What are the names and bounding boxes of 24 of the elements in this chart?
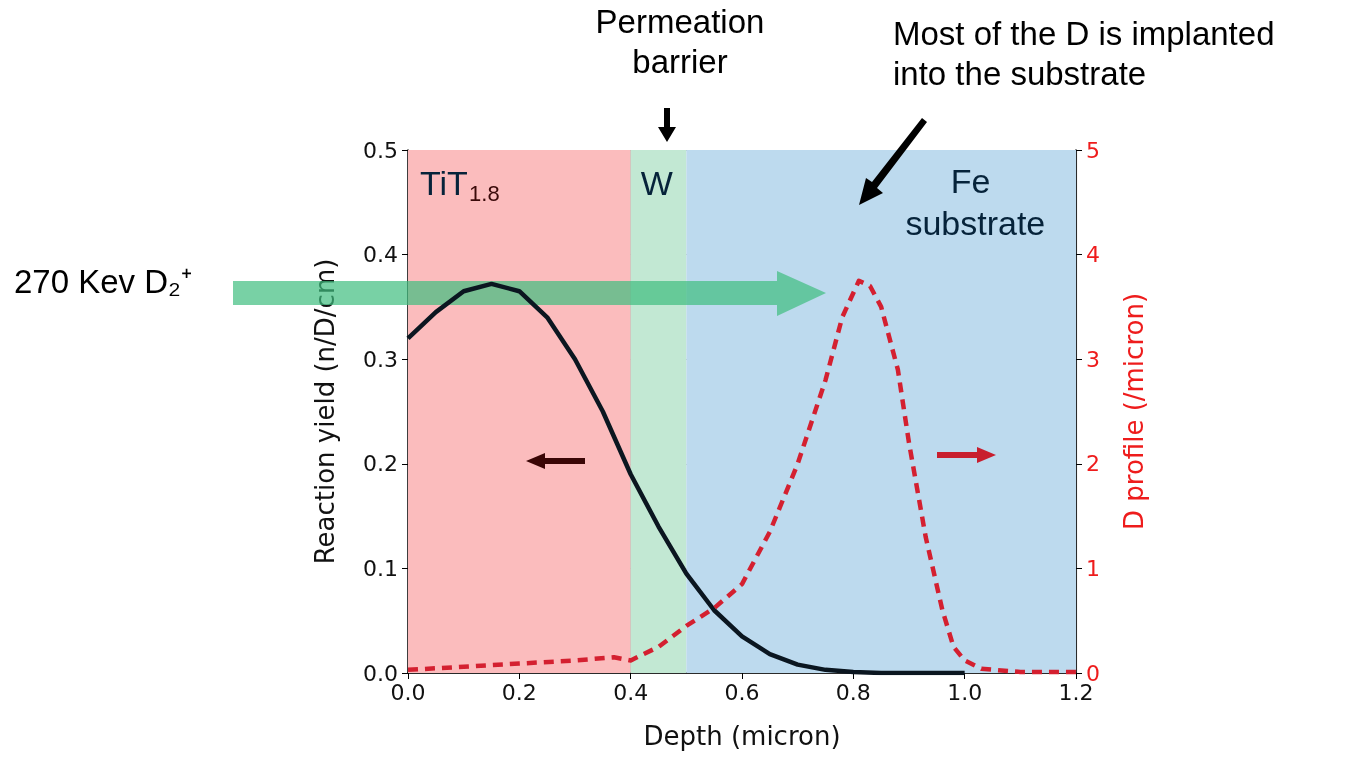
y2-axis-title: D profile (/micron): [1119, 292, 1149, 531]
text: Most of the D is implanted into the substrate: [893, 14, 1276, 94]
x-axis-title: Depth (micron): [643, 721, 841, 751]
x-tick-label: 0.4: [613, 679, 649, 705]
y2-tick-label: 5: [1086, 137, 1100, 163]
x-tick-label: 0.2: [501, 679, 537, 705]
y2-tick-label: 3: [1086, 346, 1100, 372]
y-tick-label: 0.4: [363, 242, 398, 268]
text: 270 Kev D₂⁺: [14, 262, 193, 302]
x-tick-label: 0.6: [724, 679, 760, 705]
x-tick-label: 0.8: [835, 679, 871, 705]
y2-tick-label: 4: [1086, 242, 1100, 268]
y-tick-label: 0.1: [363, 555, 398, 581]
y2-tick-label: 1: [1086, 555, 1100, 581]
y-tick-label: 0.5: [363, 137, 398, 163]
y-tick-label: 0.3: [363, 346, 398, 372]
text: Permeation barrier: [594, 2, 766, 82]
y-axis-title: Reaction yield (n/D/cm): [310, 258, 340, 565]
band-label: Fe substrate: [905, 162, 1046, 242]
x-tick-label: 1.0: [947, 679, 983, 705]
y2-tick-label: 2: [1086, 451, 1100, 477]
band-label: W: [640, 164, 673, 202]
y-tick-label: 0.2: [363, 451, 398, 477]
line-series: [405, 281, 967, 676]
